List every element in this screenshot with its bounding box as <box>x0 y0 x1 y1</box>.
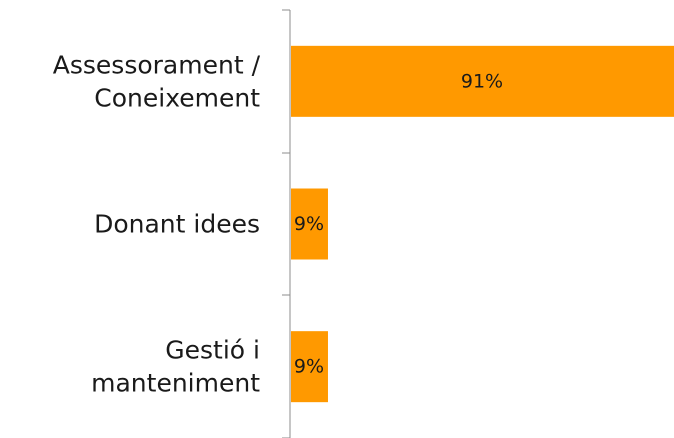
data-label: 9% <box>294 356 324 378</box>
category-label: Donant idees <box>94 210 260 239</box>
category-label: Gestió i manteniment <box>91 336 260 398</box>
data-label: 9% <box>294 213 324 235</box>
bar <box>291 331 328 403</box>
category-label: Assessorament / Coneixement <box>53 50 261 112</box>
bar <box>291 188 328 260</box>
bar <box>291 45 674 117</box>
data-label: 91% <box>461 70 503 92</box>
